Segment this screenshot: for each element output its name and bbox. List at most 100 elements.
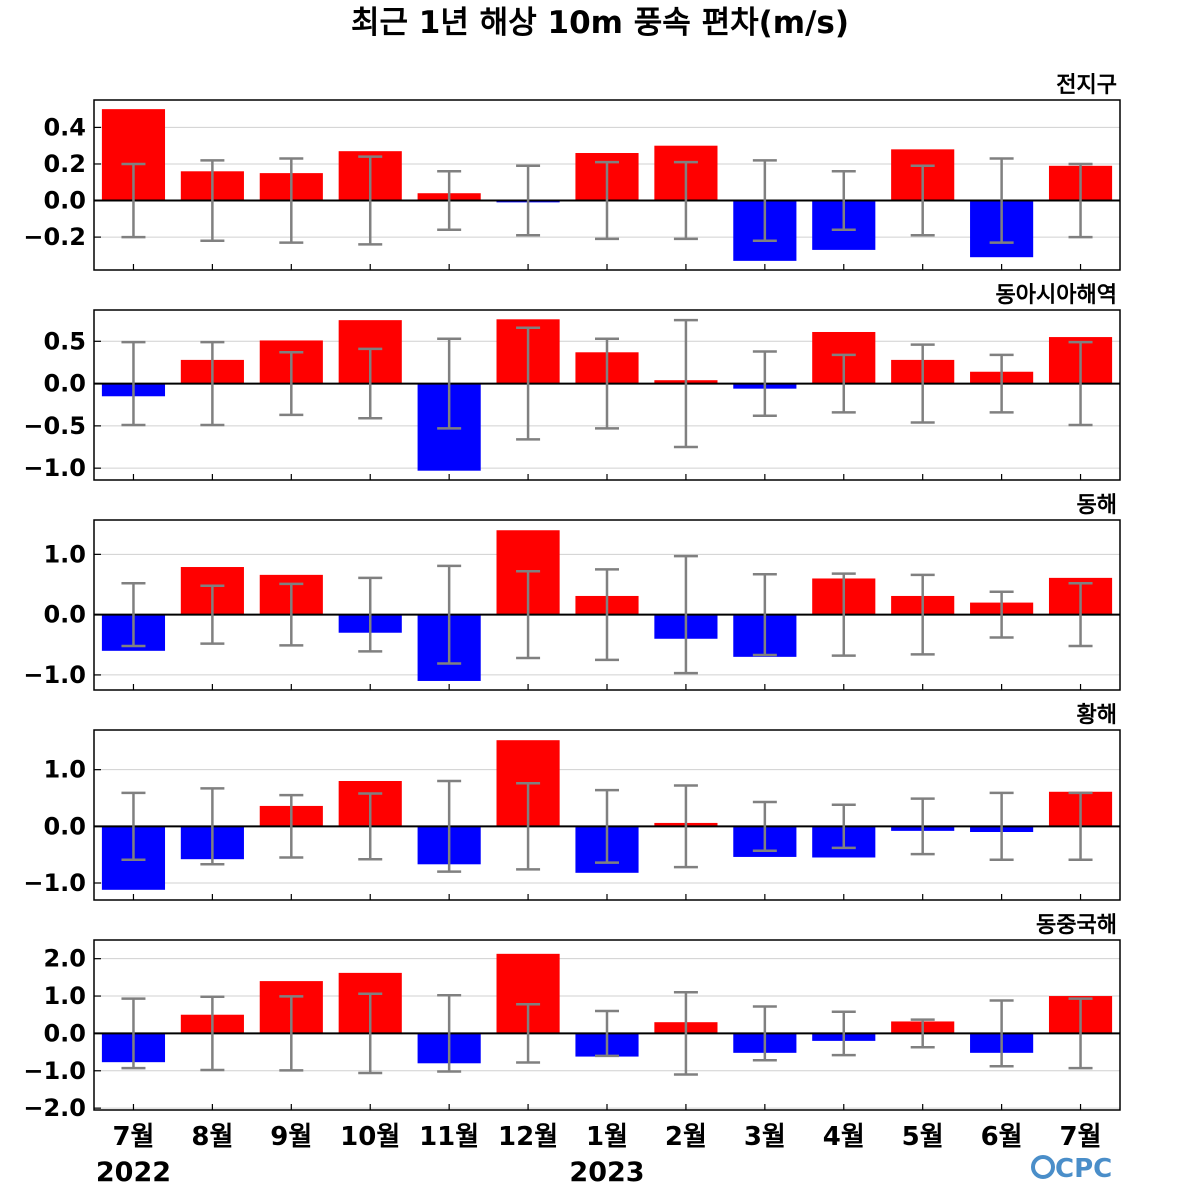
error-bar-3-1 <box>121 582 146 648</box>
error-bar-1-1 <box>121 162 146 239</box>
logo-circle-icon <box>1031 1155 1055 1179</box>
error-bar-5-7 <box>595 1009 619 1058</box>
panel-title: 전지구 <box>1056 73 1117 98</box>
error-bar-3-7 <box>595 568 619 662</box>
error-bar-5-5 <box>437 994 462 1073</box>
error-bar-4-1 <box>121 791 146 862</box>
error-bar-1-13 <box>1068 162 1093 239</box>
panel-frame <box>93 519 1121 691</box>
error-bar-5-3 <box>279 995 304 1072</box>
y-tick-label: 0.0 <box>43 812 86 840</box>
y-tick-label: −1.0 <box>23 869 86 897</box>
x-tick-label: 7월 <box>1060 1122 1102 1152</box>
y-tick-label: 1.0 <box>43 540 86 568</box>
logo-text: CPC <box>1055 1154 1112 1184</box>
error-bar-2-6 <box>516 326 541 441</box>
error-bar-4-10 <box>831 803 856 850</box>
error-bar-4-8 <box>673 784 698 869</box>
y-tick-label: −0.2 <box>23 223 86 251</box>
y-tick-label: 0.0 <box>43 370 86 398</box>
x-tick-label: 6월 <box>981 1122 1023 1152</box>
x-tick-label: 1월 <box>586 1122 628 1152</box>
error-bar-3-10 <box>831 572 856 657</box>
panel-5: 동중국해 2.0 1.0 0.0 −1.0 −2.0 <box>23 913 1121 1122</box>
error-bar-5-4 <box>358 992 383 1075</box>
error-bar-1-3 <box>279 157 304 244</box>
error-bar-2-1 <box>121 340 146 427</box>
panel-frame <box>93 729 1121 901</box>
y-tick-label: 0.2 <box>43 150 86 178</box>
error-bar-1-5 <box>437 170 462 232</box>
error-bar-3-12 <box>989 590 1014 639</box>
x-axis-labels: 7월 8월 9월 10월 11월 12월 1월 2월 3월 4월 5월 6월 7월 2022 2023 <box>96 1122 1102 1188</box>
error-bar-1-8 <box>673 160 698 241</box>
error-bar-4-6 <box>516 782 541 871</box>
x-tick-label: 5월 <box>902 1122 944 1152</box>
error-bar-2-7 <box>595 337 619 430</box>
error-bar-3-2 <box>200 584 225 645</box>
error-bar-5-2 <box>200 995 225 1072</box>
y-tick-label: −1.0 <box>23 454 86 482</box>
x-tick-label: 9월 <box>270 1122 312 1152</box>
error-bar-4-2 <box>200 787 225 866</box>
error-bar-2-5 <box>437 337 462 430</box>
y-tick-label: 0.4 <box>43 113 86 141</box>
panel-frame <box>93 939 1121 1111</box>
error-bar-3-6 <box>516 569 541 660</box>
panel-4: 황해 1.0 0.0 −1.0 <box>23 703 1121 901</box>
y-tick-label: 0.0 <box>43 1019 86 1047</box>
error-bar-5-10 <box>831 1010 856 1057</box>
x-tick-label: 3월 <box>744 1122 786 1152</box>
y-tick-label: −1.0 <box>23 1057 86 1085</box>
y-tick-label: 0.5 <box>43 327 86 355</box>
error-bar-3-8 <box>673 554 698 675</box>
error-bar-1-11 <box>910 164 935 237</box>
error-bar-1-6 <box>516 164 541 237</box>
error-bar-1-12 <box>989 157 1014 244</box>
error-bar-4-11 <box>910 797 935 856</box>
y-tick-label: 2.0 <box>43 945 86 973</box>
error-bar-3-5 <box>437 564 462 665</box>
error-bar-2-11 <box>910 343 935 424</box>
panel-2: 동아시아해역 0.5 0.0 −0.5 −1.0 <box>23 283 1121 482</box>
error-bar-5-8 <box>673 991 698 1076</box>
error-bar-5-11 <box>910 1018 935 1049</box>
y-tick-label: −2.0 <box>23 1094 86 1122</box>
error-bar-4-4 <box>358 792 383 861</box>
chart-panels: 전지구 0.4 0.2 0.0 −0.2 동아시아해역 0.5 0.0 −0.5 −1.0 동해 1.… <box>23 73 1121 1122</box>
x-tick-label: 10월 <box>340 1122 400 1152</box>
year-label: 2023 <box>569 1157 644 1188</box>
panel-frame <box>93 99 1121 271</box>
panel-title: 황해 <box>1077 703 1117 728</box>
y-tick-label: 0.0 <box>43 601 86 629</box>
error-bar-2-13 <box>1068 340 1093 427</box>
error-bar-1-7 <box>595 160 619 241</box>
x-tick-label: 8월 <box>191 1122 233 1152</box>
x-tick-label: 12월 <box>498 1122 558 1152</box>
error-bar-5-1 <box>121 997 146 1070</box>
ocpc-logo: CPC <box>1031 1154 1112 1184</box>
error-bar-1-2 <box>200 159 225 243</box>
chart-title: 최근 1년 해상 10m 풍속 편차(m/s) <box>351 5 849 41</box>
error-bar-2-3 <box>279 351 304 417</box>
panel-title: 동중국해 <box>1036 913 1117 938</box>
panel-frame <box>93 309 1121 481</box>
x-tick-label: 4월 <box>823 1122 865 1152</box>
error-bar-5-13 <box>1068 997 1093 1070</box>
year-label: 2022 <box>96 1157 171 1188</box>
error-bar-2-12 <box>989 353 1014 414</box>
error-bar-3-11 <box>910 573 935 656</box>
error-bar-4-7 <box>595 788 619 864</box>
error-bar-2-2 <box>200 340 225 427</box>
y-tick-label: −0.5 <box>23 412 86 440</box>
x-tick-label: 2월 <box>665 1122 707 1152</box>
panel-3: 동해 1.0 0.0 −1.0 <box>23 493 1121 691</box>
error-bar-1-4 <box>358 155 383 246</box>
panel-title: 동해 <box>1077 493 1117 518</box>
error-bar-1-9 <box>752 159 777 243</box>
y-tick-label: 1.0 <box>43 982 86 1010</box>
y-tick-label: 0.0 <box>43 187 86 215</box>
panel-title: 동아시아해역 <box>996 283 1117 308</box>
error-bar-5-12 <box>989 999 1014 1068</box>
